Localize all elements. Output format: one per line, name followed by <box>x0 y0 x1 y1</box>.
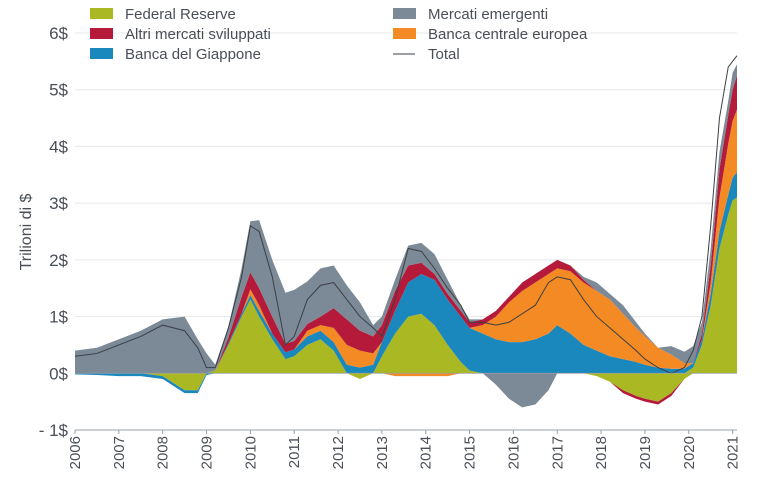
legend-label-mercati-emergenti: Mercati emergenti <box>428 6 548 23</box>
legend-swatch-mercati-emergenti <box>393 8 416 19</box>
x-tick-label: 2006 <box>67 436 84 469</box>
area-federal-reserve-pos <box>75 197 737 374</box>
legend-label-federal-reserve: Federal Reserve <box>125 6 236 23</box>
legend-swatch-banca-del-giappone <box>90 48 113 59</box>
x-tick-label: 2007 <box>111 436 128 469</box>
y-tick-label: 6$ <box>49 24 68 43</box>
x-tick-label: 2013 <box>374 436 391 469</box>
y-tick-label: - 1$ <box>39 421 69 440</box>
total-line-group <box>74 55 738 374</box>
y-tick-label: 5$ <box>49 81 68 100</box>
y-tick-label: 4$ <box>49 137 68 156</box>
x-tick-label: 2014 <box>418 436 435 469</box>
x-tick-label: 2010 <box>242 436 259 469</box>
y-tick-label: 0$ <box>49 364 68 383</box>
y-tick-label: 2$ <box>49 251 68 270</box>
legend-label-banca-centrale-europea: Banca centrale europea <box>428 26 588 43</box>
x-tick-label: 2011 <box>286 436 303 468</box>
area-mercati-emergenti-pos <box>75 64 737 374</box>
x-tick-label: 2020 <box>681 436 698 469</box>
y-tick-label: 3$ <box>49 194 68 213</box>
area-banca-centrale-europea-pos <box>75 109 737 374</box>
x-tick-label: 2019 <box>637 436 654 469</box>
y-tick-label: 1$ <box>49 308 68 327</box>
y-axis-label: Trilioni di $ <box>18 194 35 271</box>
x-tick-labels: 2006 2007 2008 2009 2010 2011 2012 2013 2014 2015… <box>67 430 742 469</box>
legend-label-total: Total <box>428 46 460 63</box>
legend: Federal Reserve Altri mercati sviluppati B… <box>90 6 588 63</box>
stacked-areas <box>75 64 737 408</box>
x-tick-label: 2015 <box>462 436 479 469</box>
legend-label-banca-del-giappone: Banca del Giappone <box>125 46 261 63</box>
x-tick-label: 2021 <box>725 436 742 469</box>
legend-swatch-altri-mercati-sviluppati <box>90 28 113 39</box>
area-federal-reserve-neg <box>75 373 737 402</box>
x-tick-label: 2009 <box>199 436 216 469</box>
x-tick-label: 2012 <box>330 436 347 469</box>
legend-swatch-federal-reserve <box>90 8 113 19</box>
total-line <box>74 55 738 374</box>
legend-label-altri-mercati-sviluppati: Altri mercati sviluppati <box>125 26 271 43</box>
axes <box>75 372 737 431</box>
area-banca-del-giappone-neg <box>75 373 737 402</box>
y-tick-labels: - 1$ 0$ 1$ 2$ 3$ 4$ 5$ 6$ <box>39 24 69 440</box>
x-tick-label: 2016 <box>505 436 522 469</box>
x-tick-label: 2017 <box>549 436 566 469</box>
legend-swatch-banca-centrale-europea <box>393 28 416 39</box>
x-tick-label: 2018 <box>593 436 610 469</box>
x-tick-label: 2008 <box>155 436 172 469</box>
